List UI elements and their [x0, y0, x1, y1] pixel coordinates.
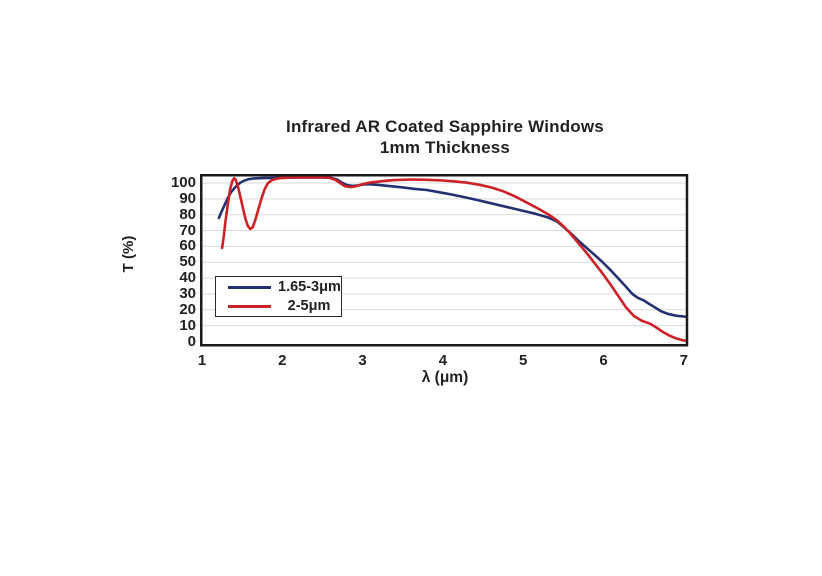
y-tick-label-10: 10 — [179, 316, 196, 334]
chart-title-line1: Infrared AR Coated Sapphire Windows — [286, 117, 604, 136]
y-tick-label-90: 90 — [179, 189, 196, 207]
legend-label-blue: 1.65-3μm — [278, 279, 341, 295]
legend: 1.65-3μm 2-5μm — [215, 276, 342, 317]
y-tick-label-80: 80 — [179, 205, 196, 223]
y-axis-title: T (%) — [120, 235, 137, 273]
y-tick-label-60: 60 — [179, 237, 196, 255]
legend-label-red: 2-5μm — [287, 298, 331, 314]
x-tick-label-2: 2 — [278, 352, 287, 369]
legend-swatch-blue-line — [228, 285, 271, 289]
y-tick-label-20: 20 — [179, 300, 196, 318]
y-tick-label-70: 70 — [179, 221, 196, 239]
chart-title: Infrared AR Coated Sapphire Windows 1mm … — [134, 116, 756, 158]
x-tick-label-6: 6 — [599, 352, 608, 369]
legend-entry-blue: 1.65-3μm — [228, 279, 341, 295]
x-tick-label-4: 4 — [438, 352, 448, 369]
plot-frame — [200, 174, 689, 347]
y-tick-label-100: 100 — [170, 174, 196, 191]
x-tick-label-3: 3 — [358, 352, 367, 369]
legend-entry-red: 2-5μm — [228, 298, 341, 314]
plot-area — [200, 174, 689, 347]
series-line-0 — [217, 176, 689, 319]
y-tick-label-30: 30 — [179, 284, 196, 302]
series-line-1 — [220, 175, 689, 343]
y-tick-label-0: 0 — [187, 332, 196, 350]
x-axis-title: λ (μm) — [421, 369, 469, 386]
chart-title-line2: 1mm Thickness — [379, 138, 511, 157]
y-tick-label-40: 40 — [179, 269, 196, 287]
x-tick-label-5: 5 — [519, 352, 528, 369]
y-tick-label-50: 50 — [179, 253, 196, 271]
x-tick-label-1: 1 — [197, 352, 207, 369]
legend-swatch-red-line — [228, 304, 271, 308]
x-tick-label-7: 7 — [679, 352, 688, 369]
